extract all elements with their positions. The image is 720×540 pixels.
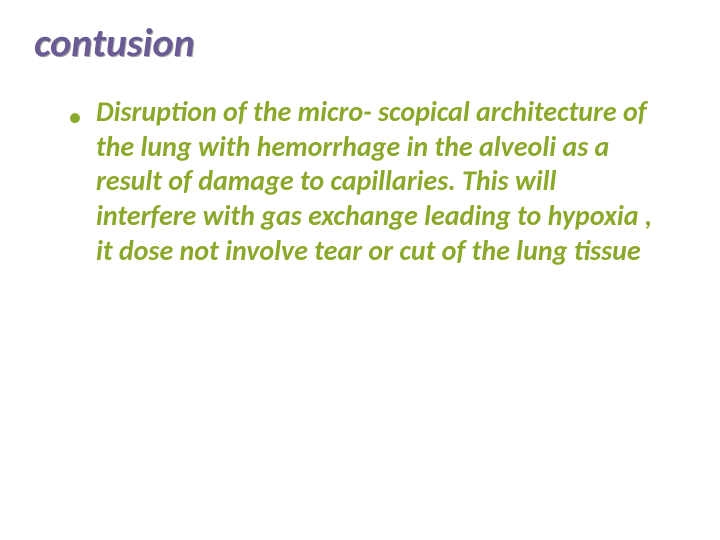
- bullet-item: • Disruption of the micro- scopical arch…: [68, 95, 680, 269]
- bullet-marker: •: [68, 95, 82, 139]
- slide: contusion • Disruption of the micro- sco…: [0, 0, 720, 540]
- slide-body: • Disruption of the micro- scopical arch…: [40, 95, 680, 269]
- bullet-text: Disruption of the micro- scopical archit…: [96, 95, 656, 269]
- slide-title: contusion: [34, 18, 680, 67]
